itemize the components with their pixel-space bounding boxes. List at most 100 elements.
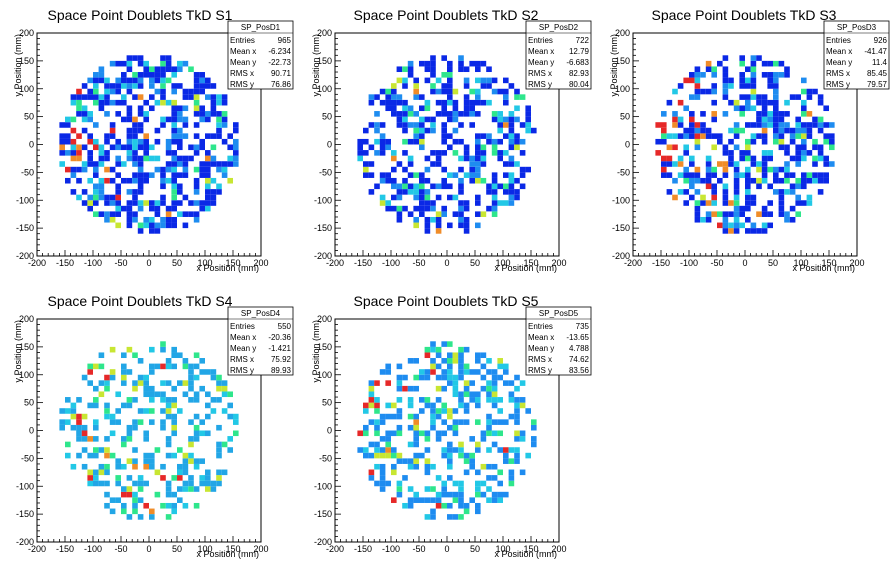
histogram-bin [705, 183, 712, 190]
histogram-bin [475, 88, 481, 95]
histogram-bin [121, 83, 127, 89]
stats-label: Mean y [230, 344, 256, 353]
histogram-bin [374, 122, 380, 128]
stats-value: -41.47 [864, 47, 887, 56]
histogram-bin [525, 111, 531, 117]
histogram-bin [447, 408, 453, 414]
histogram-bin [160, 166, 166, 173]
histogram-bin [193, 374, 200, 381]
histogram-bin [497, 491, 503, 498]
histogram-bin [424, 60, 431, 67]
histogram-bin [199, 72, 205, 78]
histogram-bin [154, 228, 161, 234]
histogram-bin [447, 475, 453, 481]
histogram-bin [711, 133, 717, 139]
stats-label: Entries [230, 322, 255, 331]
histogram-bin [739, 222, 745, 229]
histogram-bin [81, 116, 88, 123]
histogram-bin [514, 194, 520, 201]
histogram-bin [210, 105, 217, 112]
histogram-bin [413, 358, 419, 364]
histogram-bin [463, 385, 470, 392]
histogram-bin [385, 172, 391, 178]
histogram-bin [165, 408, 172, 414]
histogram-bin [65, 116, 71, 123]
histogram-bin [98, 469, 105, 476]
histogram-bin [745, 150, 751, 156]
histogram-bin [171, 194, 177, 201]
histogram-bin [143, 60, 149, 67]
histogram-bin [210, 189, 217, 195]
histogram-bin [126, 77, 133, 84]
histogram-bin [87, 480, 93, 487]
histogram-bin [452, 480, 459, 487]
histogram-bin [503, 94, 509, 100]
histogram-bin [132, 150, 138, 156]
histogram-bin [778, 116, 785, 123]
histogram-bin [210, 369, 217, 375]
histogram-bin [452, 105, 459, 112]
histogram-bin [745, 94, 751, 100]
histogram-bin [441, 111, 447, 117]
histogram-bin [171, 177, 177, 184]
histogram-bin [59, 408, 65, 414]
histogram-bin [491, 441, 498, 448]
histogram-bin [689, 116, 695, 123]
histogram-bin [126, 138, 133, 145]
histogram-bin [480, 177, 487, 184]
histogram-bin [458, 514, 464, 520]
histogram-bin [447, 83, 453, 89]
histogram-bin [104, 402, 110, 409]
histogram-bin [407, 189, 414, 195]
histogram-bin [503, 369, 509, 375]
histogram-bin [463, 408, 470, 414]
histogram-bin [182, 469, 189, 476]
histogram-bin [205, 486, 211, 492]
histogram-bin [722, 194, 729, 201]
histogram-bin [160, 55, 166, 61]
histogram-bin [126, 60, 133, 67]
histogram-bin [475, 480, 481, 487]
histogram-bin [379, 419, 386, 425]
histogram-bin [233, 430, 239, 437]
histogram-bin [413, 111, 419, 117]
histogram-bin [396, 122, 403, 128]
histogram-bin [435, 155, 442, 162]
histogram-bin [711, 211, 717, 217]
stats-box-frame [227, 20, 294, 90]
x-tick-label: -100 [680, 258, 698, 268]
histogram-bin [368, 419, 375, 425]
histogram-bin [452, 172, 459, 178]
histogram-bin [402, 385, 408, 392]
histogram-bin [132, 463, 138, 470]
histogram-bin [458, 66, 464, 73]
histogram-bin [171, 88, 177, 95]
histogram-bin [402, 105, 408, 112]
histogram-bin [514, 408, 520, 414]
histogram-bin [171, 99, 177, 106]
histogram-bin [430, 369, 436, 375]
histogram-bin [458, 363, 464, 370]
histogram-bin [463, 155, 470, 162]
histogram-bin [193, 363, 200, 370]
histogram-bin [109, 452, 116, 459]
histogram-bin [435, 346, 442, 353]
histogram-bin [424, 497, 431, 503]
x-tick-label: -50 [412, 544, 425, 554]
histogram-bin [469, 122, 475, 128]
stats-label: RMS x [528, 355, 552, 364]
histogram-bin [789, 133, 796, 139]
histogram-bin [379, 452, 386, 459]
histogram-bin [435, 77, 442, 84]
histogram-bin [221, 385, 228, 392]
histogram-bin [463, 369, 470, 375]
histogram-bin [132, 83, 138, 89]
histogram-bin [65, 138, 71, 145]
histogram-bin [216, 189, 222, 195]
x-axis-label: x Position (mm) [196, 549, 259, 559]
histogram-bin [104, 155, 110, 162]
histogram-bin [109, 419, 116, 425]
histogram-bin [104, 502, 110, 509]
histogram-bin [801, 144, 807, 151]
histogram-bin [137, 138, 144, 145]
